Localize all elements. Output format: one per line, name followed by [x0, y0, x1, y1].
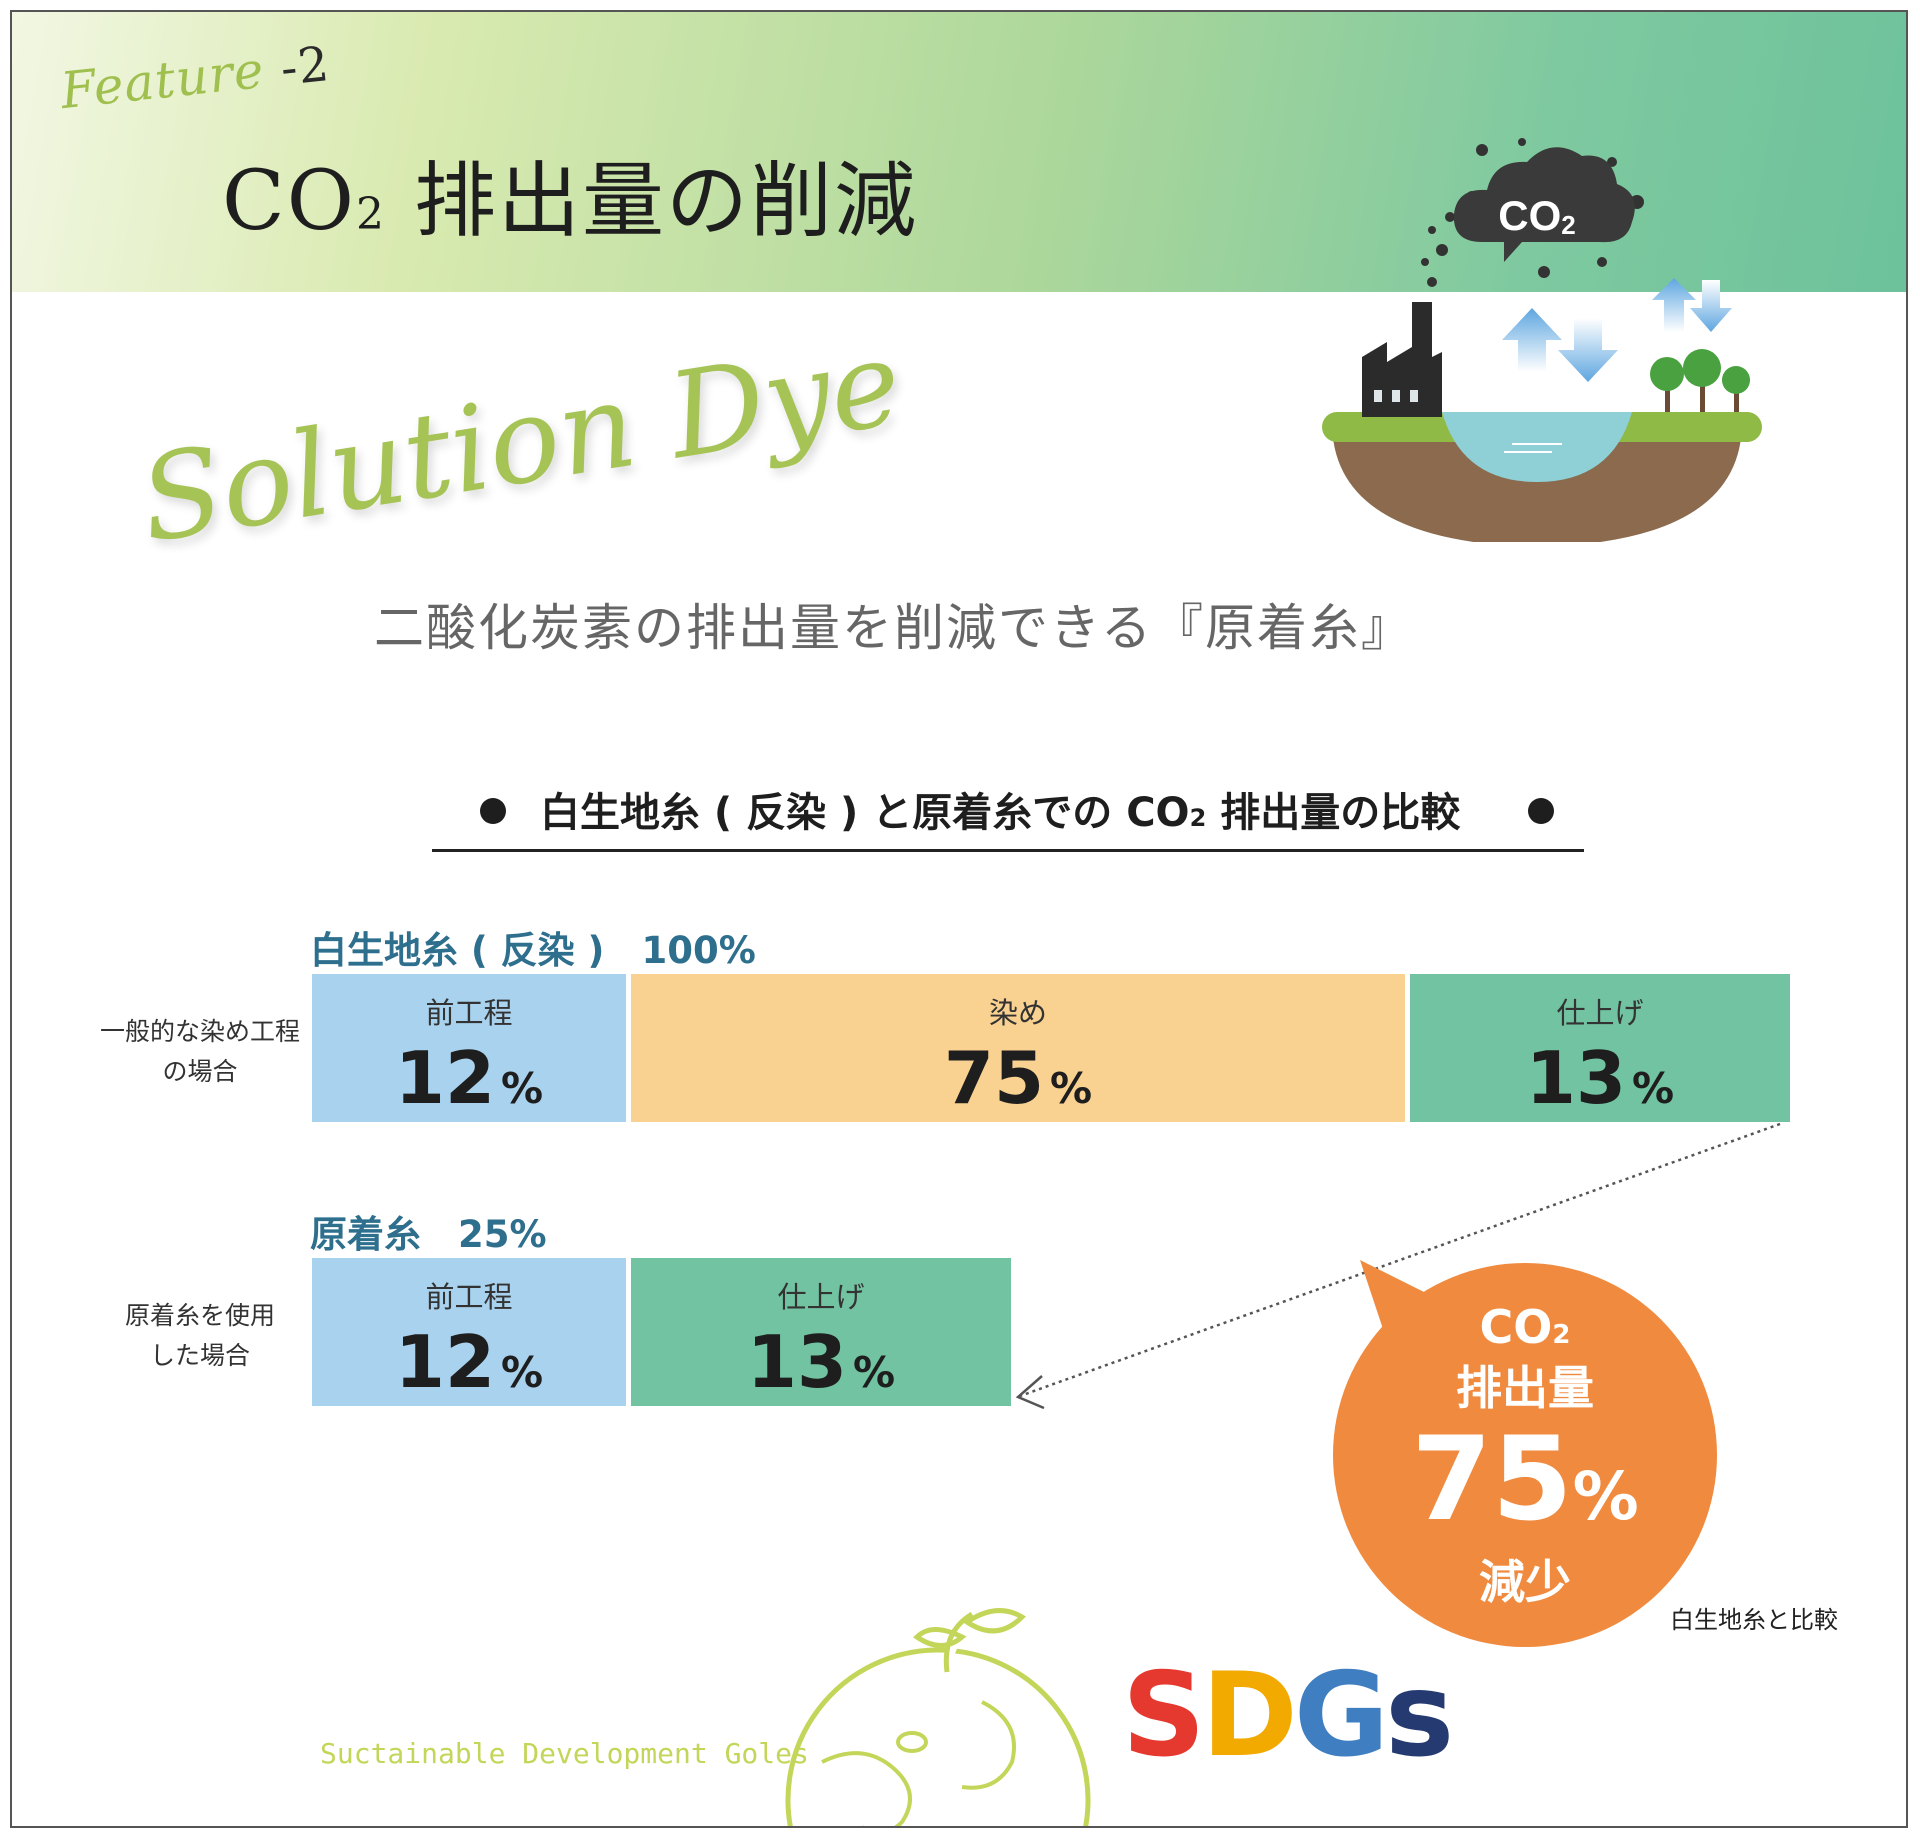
row-note-general: 一般的な染め工程 の場合 — [99, 1017, 300, 1086]
subtitle: 二酸化炭素の排出量を削減できる『原着糸』 — [374, 599, 1413, 657]
reduction-bubble: CO2 排出量 75% 減少 — [1411, 1300, 1639, 1609]
comparison-heading: 白生地糸 ( 反染 ) と原着糸での CO2 排出量の比較 — [432, 780, 1584, 852]
dotted-arrow-icon — [1015, 1122, 1781, 1410]
page-title: CO2 排出量の削減 — [222, 134, 918, 253]
bullet-icon — [1528, 798, 1554, 824]
co2-illustration: CO2 — [1322, 138, 1762, 542]
speech-bubble-icon — [1333, 1260, 1717, 1647]
poster-frame: Feature -2 CO2 排出量の削減 — [10, 10, 1908, 1828]
row-note-solution: 原着糸を使用 した場合 — [124, 1301, 275, 1370]
title-co: CO — [222, 154, 356, 249]
comparison-heading-text: 白生地糸 ( 反染 ) と原着糸での CO2 排出量の比較 — [540, 790, 1461, 836]
sdg-caption: Suctainable Development Goles — [320, 1737, 809, 1770]
cloud-icon: CO2 — [1453, 147, 1635, 262]
up-arrow-icon — [1652, 278, 1696, 332]
up-arrow-icon — [1502, 308, 1562, 372]
factory-icon — [1362, 302, 1442, 417]
sdgs-logo: SDGs — [1122, 1648, 1454, 1783]
row-title-white-yarn: 白生地糸 ( 反染 ) 100% — [310, 929, 756, 972]
globe-sprout-icon — [785, 1608, 1091, 1826]
lake-icon — [1442, 412, 1632, 482]
down-arrow-icon — [1690, 280, 1732, 332]
down-arrow-icon — [1558, 318, 1618, 382]
title-subscript: 2 — [355, 189, 386, 240]
segment-pre-process: 前工程 12% — [312, 1258, 626, 1406]
compare-note: 白生地糸と比較 — [1670, 1606, 1838, 1634]
tree-icon — [1650, 349, 1750, 412]
row-title-solution-yarn: 原着糸 25% — [310, 1213, 547, 1256]
segment-dyeing: 染め 75% — [631, 974, 1405, 1122]
segment-finishing: 仕上げ 13% — [1410, 974, 1790, 1122]
svg-text:CO2: CO2 — [1498, 192, 1575, 240]
title-rest: 排出量の削減 — [414, 154, 919, 249]
segment-pre-process: 前工程 12% — [312, 974, 626, 1122]
header-banner — [12, 12, 1906, 292]
segment-finishing: 仕上げ 13% — [631, 1258, 1011, 1406]
bullet-icon — [480, 798, 506, 824]
